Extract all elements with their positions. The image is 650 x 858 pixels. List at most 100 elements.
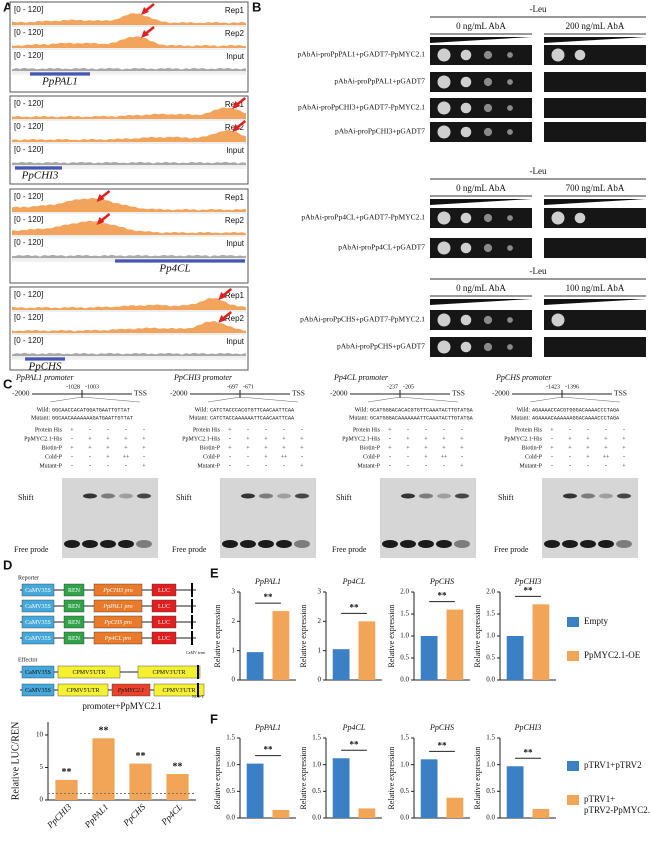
part-label: PpMYC2.1 xyxy=(117,688,145,694)
panel-label: A xyxy=(3,0,13,14)
shift-label: Shift xyxy=(336,493,352,502)
part-label: LUC xyxy=(158,636,170,642)
significance: ** xyxy=(524,585,534,595)
lane-symbol: + xyxy=(568,436,572,442)
construct-part xyxy=(63,583,85,597)
lane-symbol: - xyxy=(265,463,267,469)
mutant-sequence: AGAAAACAAAAAAGGACAAAACCCTAGA xyxy=(532,415,620,421)
panel-label: B xyxy=(252,0,261,14)
y-tick-label: 0.0 xyxy=(226,814,235,822)
lane-symbol: + xyxy=(604,445,608,451)
panel-label: C xyxy=(3,376,13,391)
lane-symbol: + xyxy=(604,436,608,442)
lane-symbol: + xyxy=(388,445,392,451)
chip-signal xyxy=(12,298,246,310)
mutant-sequence: CATCTACCAAAAAATTCAACAATTCAA xyxy=(210,415,295,421)
construct-part xyxy=(153,683,205,697)
seq-label: Mutant: xyxy=(349,415,368,421)
lane-symbol: - xyxy=(623,427,625,433)
lane-symbol: - xyxy=(605,427,607,433)
construct-part xyxy=(63,615,85,629)
yeast-spot xyxy=(483,243,493,253)
lane-symbol: + xyxy=(460,463,464,469)
yeast-spot xyxy=(507,105,513,111)
significance: ** xyxy=(62,767,72,778)
condition-label: 0 ng/mL AbA xyxy=(456,21,506,31)
range-label: [0 - 120] xyxy=(14,290,43,299)
emsa-row-label: PpMYC2.1-His xyxy=(504,436,543,442)
section-label: Effector xyxy=(18,656,38,663)
bar xyxy=(332,649,350,680)
part-label: LUC xyxy=(158,588,170,594)
construct-label: pAbAi-proPp4CL+pGADT7 xyxy=(338,243,425,252)
position-label: -205 xyxy=(403,384,414,390)
y-tick-label: 1.0 xyxy=(400,632,409,640)
bar xyxy=(246,763,264,818)
chart-title: PpCHS xyxy=(429,723,454,732)
emsa-row-label: Mutant-P xyxy=(519,463,542,469)
y-tick-label: 2 xyxy=(232,617,236,625)
lane-symbol: - xyxy=(89,454,91,460)
part-label: CaMV35S xyxy=(25,688,51,694)
y-tick-label: 1.5 xyxy=(226,734,235,742)
y-tick-label: 3 xyxy=(232,588,236,596)
lane-symbol: + xyxy=(282,436,286,442)
lane-symbol: + xyxy=(586,445,590,451)
construct-part xyxy=(93,583,143,597)
emsa-row-label: Biotin-P xyxy=(360,445,381,451)
lane-symbol: - xyxy=(71,454,73,460)
row-label: Rep1 xyxy=(225,6,245,15)
free-probe-band xyxy=(382,540,398,548)
lane-symbol: + xyxy=(106,454,110,460)
free-probe-band xyxy=(580,540,596,548)
lane-symbol: - xyxy=(389,436,391,442)
range-label: [0 - 120] xyxy=(14,99,43,108)
emsa-row-label: Cold-P xyxy=(363,454,381,460)
emsa-row-label: Mutant-P xyxy=(197,463,220,469)
y-axis-label: Relative expression xyxy=(473,605,482,668)
lane-symbol: - xyxy=(569,454,571,460)
free-probe-band xyxy=(136,540,152,548)
emsa-row-label: Mutant-P xyxy=(357,463,380,469)
y-tick-label: 1.5 xyxy=(400,610,409,618)
lane-symbol: - xyxy=(107,427,109,433)
part-label: CPMV3'UTR xyxy=(162,688,195,694)
chip-signal xyxy=(12,107,246,119)
emsa-row-label: Cold-P xyxy=(45,454,63,460)
y-tick-label: 0.0 xyxy=(312,814,321,822)
lane-symbol: - xyxy=(229,436,231,442)
mutant-sequence: GCATGGGACAAAAAAATTCAAATACTTGTATGA xyxy=(370,415,474,421)
legend-swatch xyxy=(567,761,579,771)
legend-label: PpMYC2.1-OE xyxy=(584,650,641,660)
position-label: -2000 xyxy=(330,389,348,398)
y-tick-label: 0.0 xyxy=(400,814,409,822)
lane-symbol: + xyxy=(106,436,110,442)
construct-part xyxy=(21,683,55,697)
peak-arrowhead xyxy=(96,217,105,225)
significance: ** xyxy=(350,739,360,749)
lane-symbol: - xyxy=(587,463,589,469)
plate-row xyxy=(544,238,646,258)
plate-row xyxy=(430,337,532,357)
yeast-spot xyxy=(437,125,451,139)
bar xyxy=(446,609,464,680)
y-tick-label: 10 xyxy=(36,731,44,739)
free-probe-band xyxy=(64,540,80,548)
free-probe-label: Free prode xyxy=(14,545,49,554)
construct-part xyxy=(93,631,143,645)
bar xyxy=(129,763,152,800)
yeast-spot xyxy=(460,314,472,326)
part-label: LUC xyxy=(158,604,170,610)
lane-symbol: ++ xyxy=(123,454,130,460)
input-signal xyxy=(12,352,246,356)
chip-signal xyxy=(12,220,246,235)
lane-symbol: + xyxy=(124,445,128,451)
position-label: -697 xyxy=(227,384,238,390)
part-label: REN xyxy=(68,636,81,642)
plate-row xyxy=(430,122,532,142)
shift-band xyxy=(599,493,613,499)
construct-part xyxy=(21,583,55,597)
lane-symbol: + xyxy=(88,436,92,442)
peak-arrowhead xyxy=(141,7,150,15)
y-tick-label: 1.0 xyxy=(486,760,495,768)
